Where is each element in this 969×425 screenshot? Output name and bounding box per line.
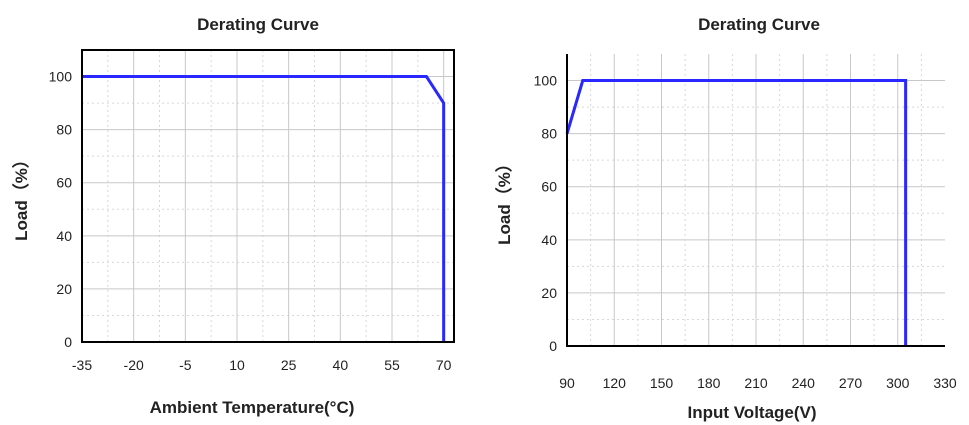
y-tick-label: 40 <box>56 228 72 244</box>
y-tick-label: 0 <box>64 334 72 350</box>
series <box>82 75 446 342</box>
x-tick-label: 240 <box>792 375 816 391</box>
x-axis-label: Input Voltage(V) <box>687 403 816 422</box>
grid <box>567 54 945 346</box>
y-axis-label: Load（%） <box>11 151 31 241</box>
x-tick-label: 55 <box>384 357 400 373</box>
chart-title: Derating Curve <box>197 15 319 34</box>
y-tick-label: 100 <box>534 73 558 89</box>
x-axis-label: Ambient Temperature(°C) <box>150 398 355 417</box>
x-tick-labels: 90 120 150 180 210 240 270 300 330 <box>559 375 957 391</box>
chart-title: Derating Curve <box>698 15 820 34</box>
x-tick-label: 270 <box>839 375 863 391</box>
x-tick-label: 120 <box>603 375 627 391</box>
x-tick-label: 180 <box>697 375 721 391</box>
y-tick-label: 80 <box>541 126 557 142</box>
y-tick-label: 80 <box>56 122 72 138</box>
grid <box>82 50 454 342</box>
plot-frame <box>81 49 455 343</box>
y-tick-labels: 0 20 40 60 80 100 <box>49 69 73 350</box>
x-tick-label: 150 <box>650 375 674 391</box>
y-tick-label: 100 <box>49 69 73 85</box>
x-tick-label: -5 <box>179 357 192 373</box>
x-tick-label: 300 <box>886 375 910 391</box>
plot-axes <box>566 54 945 347</box>
y-tick-label: 20 <box>56 281 72 297</box>
x-tick-label: 25 <box>281 357 297 373</box>
series <box>565 79 908 346</box>
y-axis-label: Load（%） <box>494 155 514 245</box>
x-tick-label: 10 <box>229 357 245 373</box>
x-tick-label: 70 <box>436 357 452 373</box>
y-tick-label: 20 <box>541 285 557 301</box>
x-tick-label: 40 <box>333 357 349 373</box>
y-tick-label: 60 <box>56 175 72 191</box>
chart-temperature: Derating Curve 0 20 40 60 80 100 -35 -20 -5 10 25… <box>11 15 455 417</box>
y-tick-labels: 0 20 40 60 80 100 <box>534 73 558 354</box>
x-tick-label: 90 <box>559 375 575 391</box>
x-tick-label: 330 <box>933 375 957 391</box>
x-tick-labels: -35 -20 -5 10 25 40 55 70 <box>72 357 452 373</box>
x-tick-label: 210 <box>744 375 768 391</box>
x-tick-label: -20 <box>124 357 144 373</box>
series-line <box>82 75 446 342</box>
y-tick-label: 60 <box>541 179 557 195</box>
chart-voltage: Derating Curve 0 20 40 60 80 100 90 120 150 180 2… <box>494 15 957 422</box>
y-tick-label: 0 <box>549 338 557 354</box>
series-line <box>565 79 908 346</box>
y-tick-label: 40 <box>541 232 557 248</box>
x-tick-label: -35 <box>72 357 92 373</box>
